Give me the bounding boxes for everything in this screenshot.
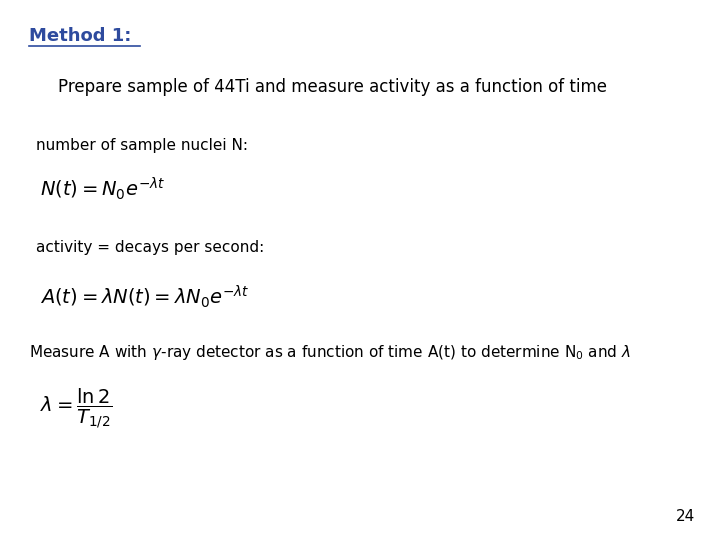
Text: activity = decays per second:: activity = decays per second: xyxy=(36,240,264,255)
Text: $A(t) = \lambda N(t) = \lambda N_0 e^{-\lambda t}$: $A(t) = \lambda N(t) = \lambda N_0 e^{-\… xyxy=(40,284,249,310)
Text: Measure A with $\gamma$-ray detector as a function of time A(t) to determine N$_: Measure A with $\gamma$-ray detector as … xyxy=(29,343,631,362)
Text: Prepare sample of 44Ti and measure activity as a function of time: Prepare sample of 44Ti and measure activ… xyxy=(58,78,606,96)
Text: number of sample nuclei N:: number of sample nuclei N: xyxy=(36,138,248,153)
Text: 24: 24 xyxy=(675,509,695,524)
Text: $\lambda = \dfrac{\ln 2}{T_{1/2}}$: $\lambda = \dfrac{\ln 2}{T_{1/2}}$ xyxy=(40,386,112,430)
Text: $N(t) = N_0 e^{-\lambda t}$: $N(t) = N_0 e^{-\lambda t}$ xyxy=(40,176,165,202)
Text: Method 1:: Method 1: xyxy=(29,27,131,45)
